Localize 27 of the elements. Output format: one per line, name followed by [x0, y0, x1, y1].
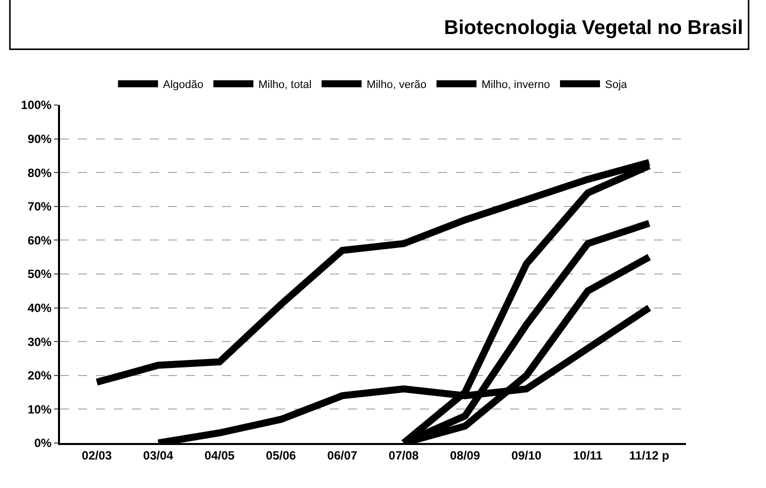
- y-tick-label: 40%: [28, 301, 52, 315]
- legend-label: Milho, inverno: [482, 79, 550, 92]
- x-tick-label: 10/11: [573, 448, 603, 462]
- legend-label: Milho, total: [258, 79, 312, 92]
- x-tick-label: 09/10: [511, 448, 542, 462]
- x-tick-label: 02/03: [82, 448, 112, 462]
- legend-label: Algodão: [163, 79, 204, 92]
- y-tick-label: 70%: [28, 200, 52, 214]
- x-tick-label: 07/08: [388, 448, 420, 462]
- x-tick-label: 05/06: [266, 448, 296, 462]
- y-tick-label: 60%: [28, 233, 52, 248]
- x-tick-label: 03/04: [143, 448, 174, 462]
- y-tick-label: 30%: [28, 334, 52, 349]
- y-tick-label: 80%: [28, 166, 52, 180]
- y-tick-label: 100%: [20, 98, 52, 112]
- x-tick-label: 04/05: [204, 448, 235, 462]
- y-tick-label: 90%: [28, 132, 52, 146]
- y-tick-label: 50%: [28, 267, 52, 282]
- y-tick-label: 10%: [28, 402, 52, 416]
- x-tick-label: 06/07: [327, 448, 358, 462]
- legend-label: Milho, verão: [366, 79, 426, 92]
- x-tick-label: 11/12 p: [629, 448, 670, 462]
- y-tick-label: 0%: [34, 436, 52, 450]
- chart-title: Biotecnologia Vegetal no Brasil: [444, 16, 744, 39]
- y-tick-label: 20%: [28, 368, 52, 383]
- x-tick-label: 08/09: [450, 448, 480, 462]
- legend-label: Soja: [604, 79, 628, 92]
